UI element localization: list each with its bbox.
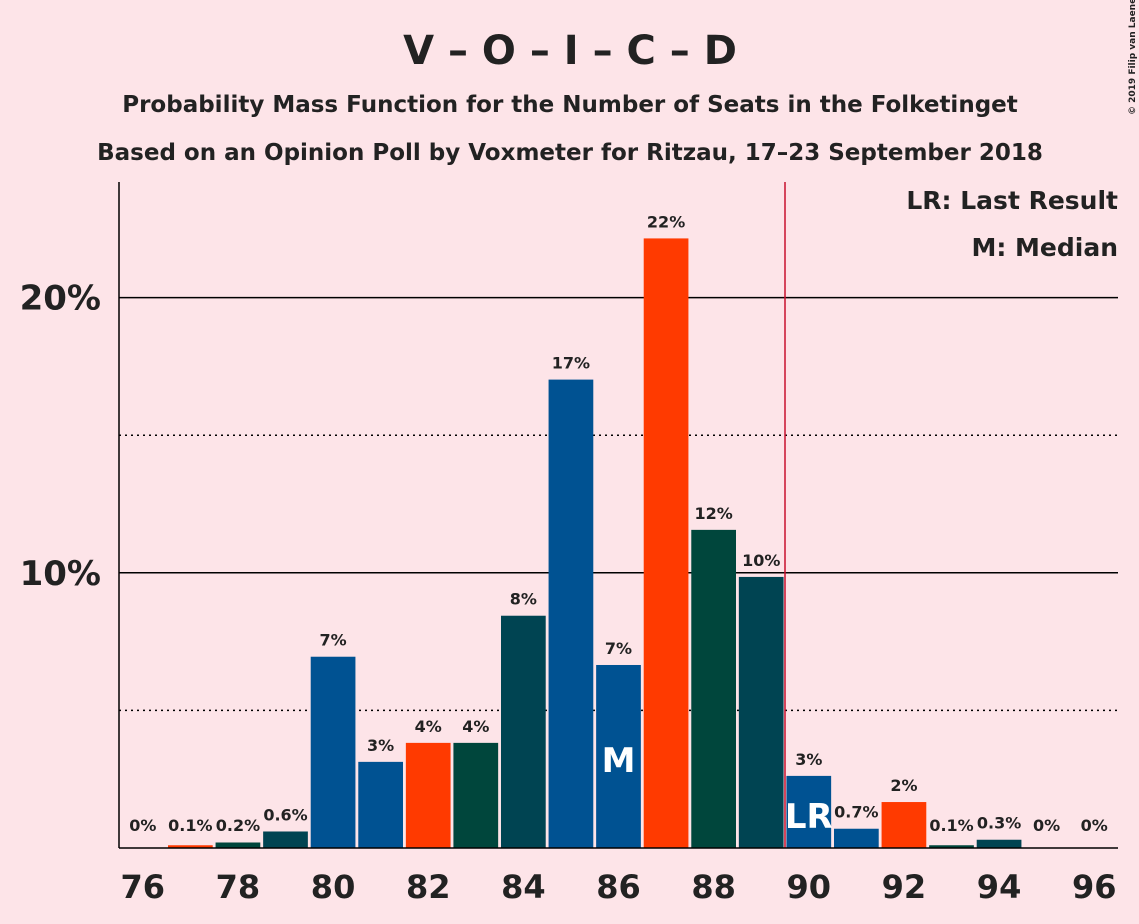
bar: [881, 802, 927, 848]
x-tick-label: 88: [691, 868, 736, 906]
x-tick-label: 80: [311, 868, 356, 906]
x-tick-label: 82: [406, 868, 451, 906]
x-tick-label: 84: [501, 868, 546, 906]
value-label: 4%: [415, 717, 442, 736]
x-tick-label: 86: [596, 868, 641, 906]
value-label: 4%: [462, 717, 489, 736]
last-result-marker: LR: [785, 797, 833, 837]
value-label: 0.7%: [834, 803, 878, 822]
value-label: 0%: [1081, 816, 1108, 835]
bar: [929, 845, 974, 848]
value-label: 10%: [742, 551, 780, 570]
bar: [596, 664, 641, 848]
chart-subtitle: Probability Mass Function for the Number…: [122, 92, 1018, 118]
value-label: 3%: [795, 750, 822, 769]
x-tick-label: 90: [787, 868, 832, 906]
value-label: 3%: [367, 736, 394, 755]
value-label: 12%: [694, 504, 732, 523]
value-label: 22%: [647, 212, 685, 231]
value-label: 0.1%: [929, 816, 973, 835]
value-label: 0.3%: [977, 814, 1021, 833]
chart-subtitle: Based on an Opinion Poll by Voxmeter for…: [97, 140, 1043, 166]
value-label: 17%: [552, 354, 590, 373]
chart-title: V – O – I – C – D: [403, 28, 737, 74]
bar: [786, 775, 832, 848]
value-label: 2%: [890, 776, 917, 795]
copyright: © 2019 Filip van Laenen: [1128, 0, 1138, 115]
bar: [500, 615, 546, 848]
median-marker: M: [602, 741, 636, 781]
value-label: 0.1%: [168, 816, 212, 835]
value-label: 0%: [1033, 816, 1060, 835]
legend-entry: M: Median: [971, 233, 1118, 262]
bar: [263, 831, 308, 848]
bar: [833, 828, 879, 848]
y-tick-label: 10%: [20, 554, 101, 594]
bar: [738, 576, 784, 848]
bar: [405, 742, 451, 848]
value-label: 7%: [319, 631, 346, 650]
y-tick-label: 20%: [20, 279, 101, 319]
bar: [643, 238, 689, 848]
bar: [310, 656, 356, 848]
x-tick-label: 96: [1072, 868, 1117, 906]
value-label: 7%: [605, 639, 632, 658]
x-tick-label: 94: [977, 868, 1022, 906]
legend-entry: LR: Last Result: [906, 186, 1118, 215]
bar: [358, 761, 404, 848]
x-tick-label: 78: [216, 868, 261, 906]
bar: [215, 842, 261, 848]
bar: [691, 529, 737, 848]
value-label: 0.2%: [216, 816, 260, 835]
bar: [548, 379, 594, 848]
x-tick-label: 76: [121, 868, 166, 906]
value-label: 0%: [129, 816, 156, 835]
x-tick-label: 92: [882, 868, 927, 906]
value-label: 0.6%: [263, 805, 307, 824]
bar: [976, 839, 1022, 848]
bar: [167, 845, 213, 848]
bar: [453, 742, 499, 848]
value-label: 8%: [510, 590, 537, 609]
